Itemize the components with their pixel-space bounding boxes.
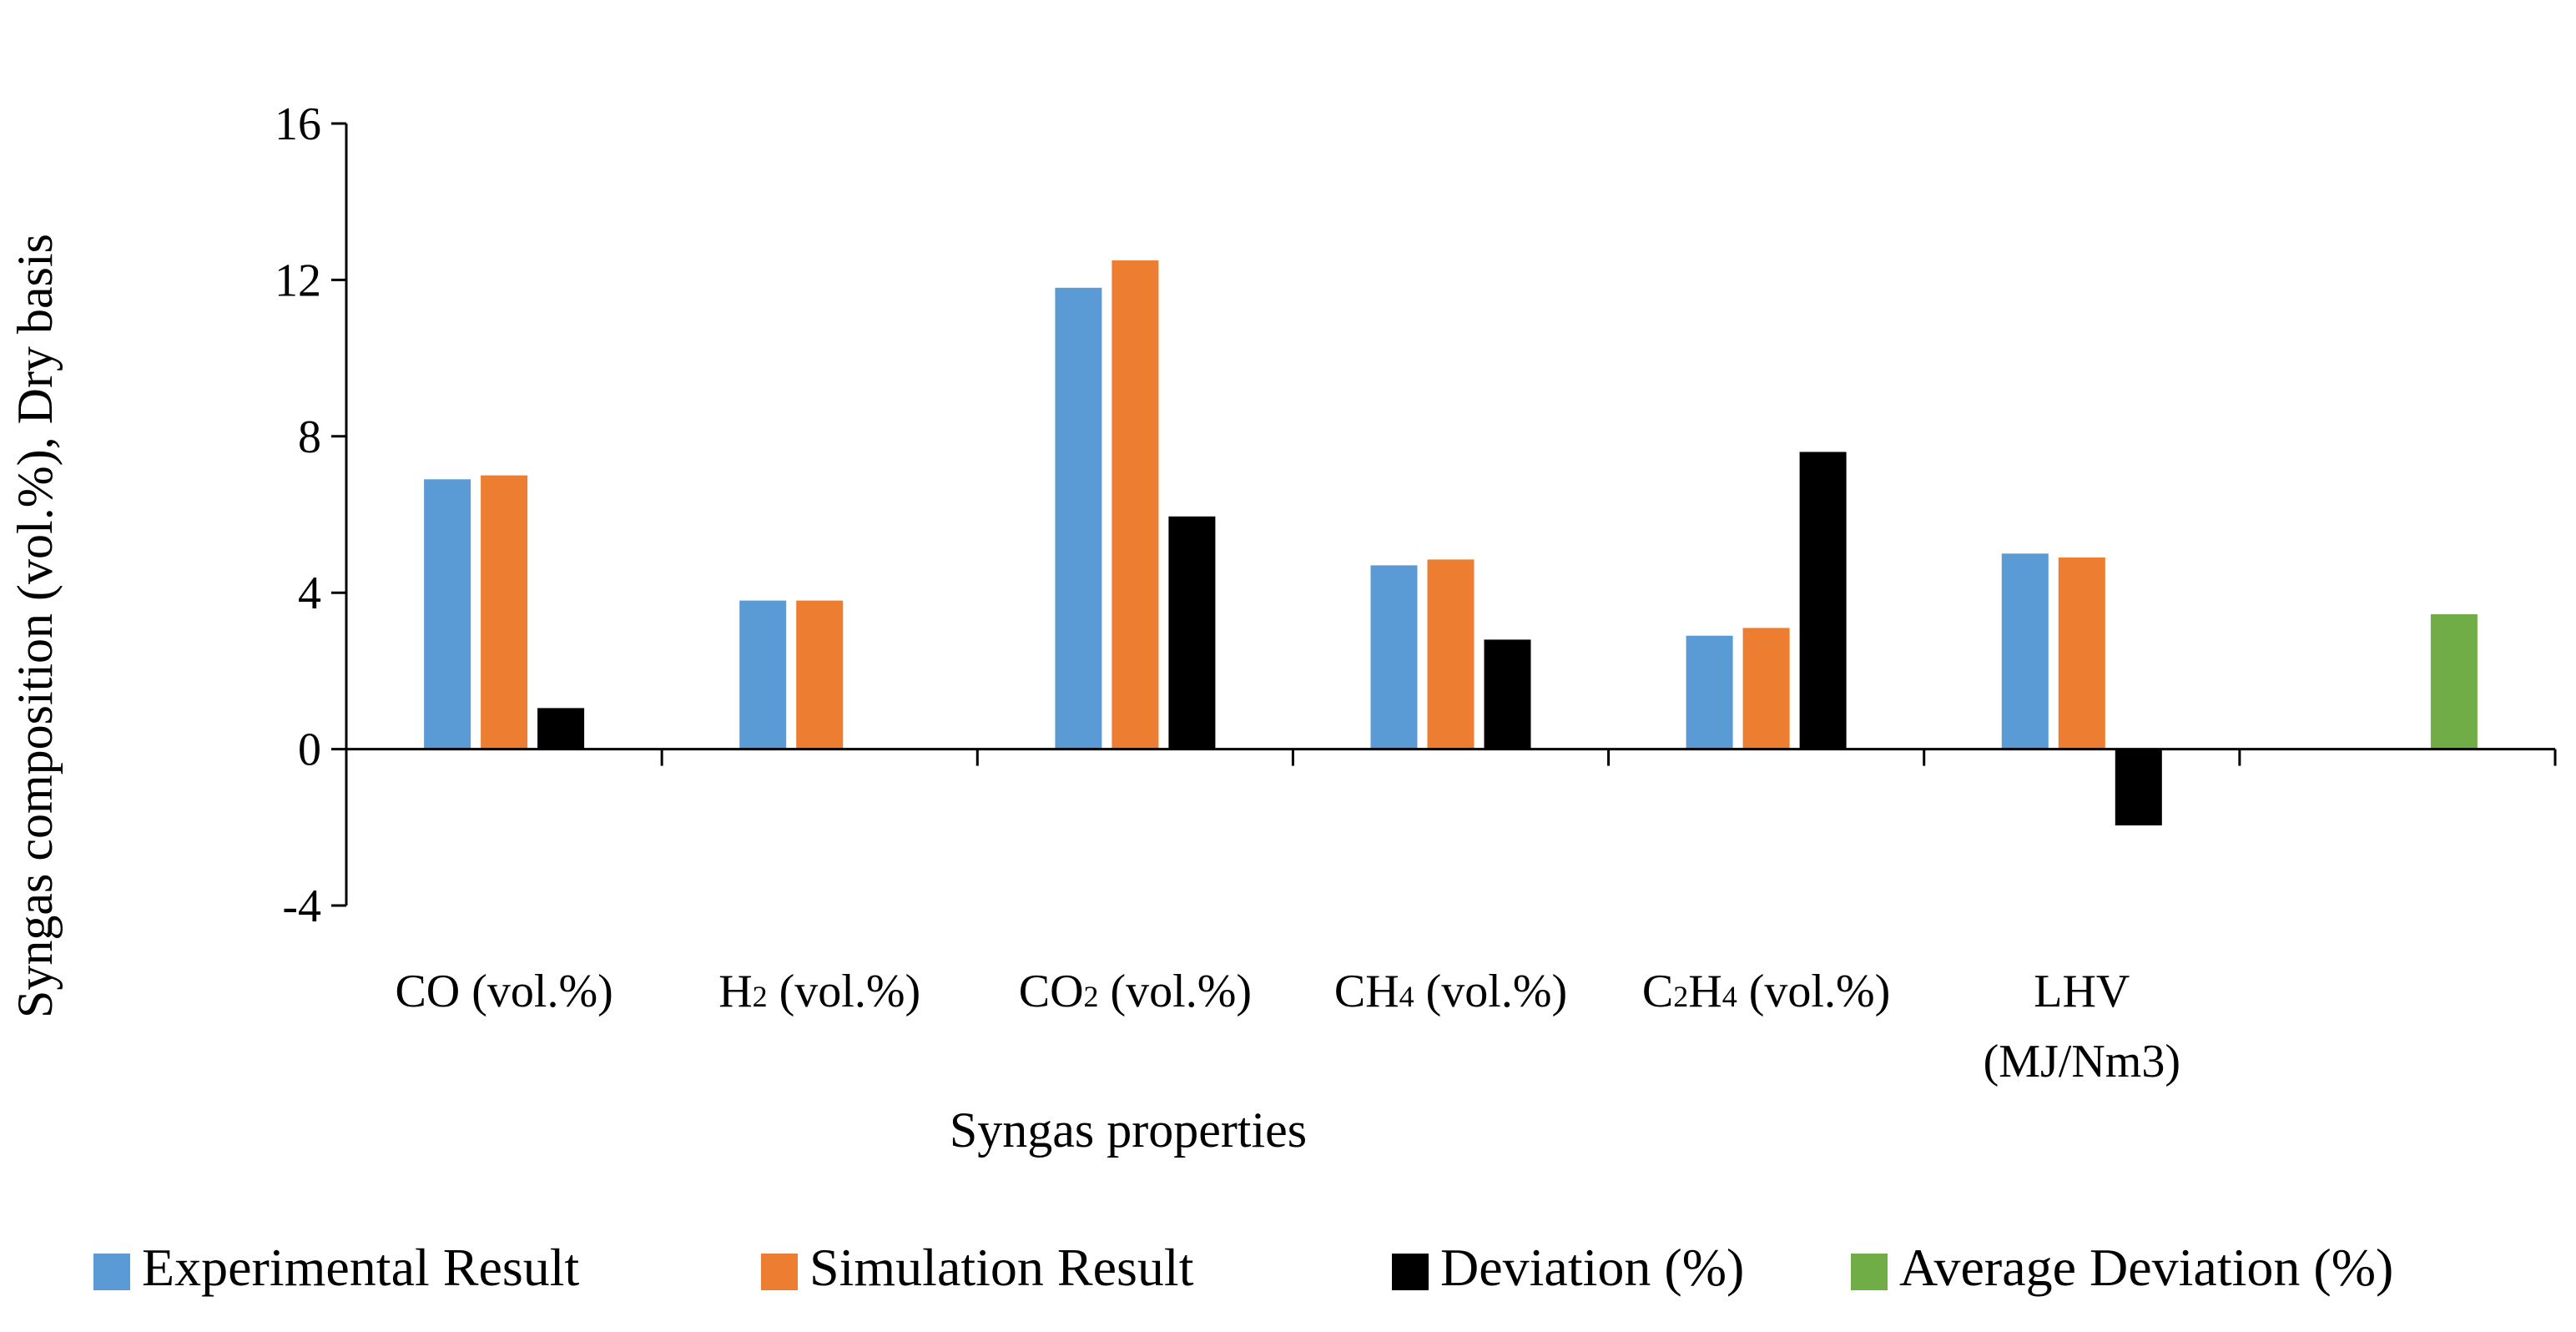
bar-simulation-result-3 bbox=[1427, 559, 1475, 749]
legend-label-experimental-result: Experimental Result bbox=[142, 1238, 580, 1297]
y-axis-title: Syngas composition (vol.%), Dry basis bbox=[8, 234, 63, 1018]
x-category-label: CH4 (vol.%) bbox=[1334, 966, 1567, 1017]
y-tick-label: 16 bbox=[275, 98, 321, 150]
y-tick-label: 4 bbox=[298, 568, 321, 619]
axes-layer: -4 0 4 8 12 16 bbox=[275, 98, 2557, 932]
category-labels: CO (vol.%) H2 (vol.%) CO2 (vol.%) CH4 (vol.… bbox=[395, 966, 2180, 1087]
x-category-label: H2 (vol.%) bbox=[718, 966, 920, 1017]
y-tick-label: 0 bbox=[298, 724, 321, 776]
legend-swatch-experimental-result bbox=[93, 1254, 130, 1290]
bars-layer bbox=[424, 260, 2478, 825]
x-category-label: CO (vol.%) bbox=[395, 966, 612, 1017]
bar-simulation-result-2 bbox=[1112, 260, 1159, 749]
bar-deviation--2 bbox=[1168, 516, 1216, 749]
bar-simulation-result-5 bbox=[2058, 558, 2105, 749]
legend-swatch-simulation-result bbox=[761, 1254, 798, 1290]
x-axis-title: Syngas properties bbox=[950, 1102, 1307, 1158]
x-category-label: C2H4 (vol.%) bbox=[1642, 966, 1890, 1017]
legend-label-deviation: Deviation (%) bbox=[1440, 1238, 1744, 1297]
bar-deviation--5 bbox=[2115, 749, 2162, 825]
bar-simulation-result-1 bbox=[796, 600, 844, 749]
x-category-label-line2: (MJ/Nm3) bbox=[1984, 1036, 2180, 1087]
bar-experimental-result-4 bbox=[1686, 635, 1733, 749]
y-tick-label: 8 bbox=[298, 411, 321, 463]
bar-experimental-result-2 bbox=[1055, 287, 1102, 749]
bar-deviation--4 bbox=[1799, 452, 1847, 749]
x-category-label: CO2 (vol.%) bbox=[1019, 966, 1252, 1017]
bar-deviation--3 bbox=[1484, 639, 1531, 749]
bar-experimental-result-0 bbox=[424, 479, 471, 749]
legend-swatch-average-deviation bbox=[1851, 1254, 1888, 1290]
bar-deviation--0 bbox=[537, 708, 585, 749]
y-tick-label: -4 bbox=[282, 880, 321, 932]
legend-label-average-deviation: Average Deviation (%) bbox=[1899, 1238, 2393, 1297]
legend-label-simulation-result: Simulation Result bbox=[809, 1238, 1194, 1297]
legend: Experimental Result Simulation Result Devi… bbox=[93, 1238, 2393, 1297]
bar-experimental-result-3 bbox=[1370, 565, 1418, 749]
bar-average-deviation--6 bbox=[2430, 614, 2478, 749]
legend-swatch-deviation bbox=[1392, 1254, 1429, 1290]
y-tick-label: 12 bbox=[275, 255, 321, 306]
bar-simulation-result-4 bbox=[1742, 628, 1790, 749]
bar-experimental-result-5 bbox=[2001, 553, 2049, 749]
x-category-label: LHV bbox=[2034, 966, 2130, 1017]
bar-simulation-result-0 bbox=[481, 475, 528, 749]
bar-experimental-result-1 bbox=[739, 600, 787, 749]
